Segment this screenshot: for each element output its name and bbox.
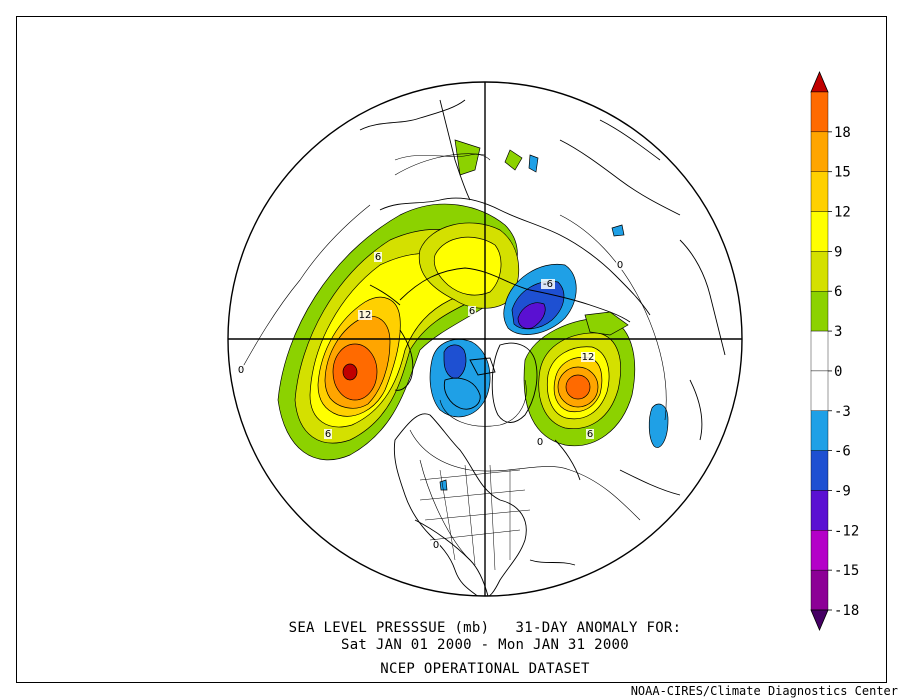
legend-label: -12 [834,523,859,539]
legend-swatch [810,291,829,332]
contour-label-atlantic-zero: 0 [537,437,543,448]
contour-label-bg [586,429,594,439]
title-line-1: SEA LEVEL PRESSSUE (mb) 31-DAY ANOMALY F… [288,620,682,636]
contour-labels: 12 6 6 0 -6 6 12 6 0 0 0 [237,252,624,551]
legend-label: -15 [834,563,859,579]
legend-swatch [810,330,829,372]
contour-label-bg [581,352,595,362]
legend-arrow-top [810,70,829,93]
contour-label-bg [324,429,332,439]
legend-swatch [810,569,829,611]
color-legend: 18 15 12 9 6 3 0 -3 -6 -9 -12 -15 -18 [810,70,859,632]
legend-label: 18 [834,125,851,141]
contour-label-pacific-6-south: 6 [325,429,331,440]
legend-swatch [810,131,829,172]
contour-label-atlantic-high: 12 [582,352,595,363]
legend-label: -18 [834,603,859,619]
contour-label-pacific-zero: 0 [238,365,244,376]
legend-label: -6 [834,444,851,460]
title-line-3: NCEP OPERATIONAL DATASET [380,661,590,677]
contour-label-europe-zero: 0 [617,260,623,271]
legend-label: 0 [834,364,842,380]
legend-swatch [810,530,829,571]
contour-label-bg [237,365,245,375]
legend-swatch [810,490,829,531]
legend-label: -3 [834,404,851,420]
legend-swatch [810,251,829,292]
legend-label: 3 [834,324,842,340]
legend-label: 15 [834,165,851,181]
contour-label-atlantic-6: 6 [587,429,593,440]
legend-swatch [810,370,829,411]
legend-swatch [810,91,829,133]
legend-label: -9 [834,483,851,499]
siberian-low-anomaly [503,154,669,448]
atlantic-high-anomaly [523,311,635,447]
contour-label-bg [432,540,440,550]
legend-swatch [810,410,829,451]
legend-label: 6 [834,284,842,300]
legend-swatch [810,450,829,491]
anomaly-field [239,99,726,596]
contour-label-bg [541,279,555,289]
legend-label: 12 [834,205,851,221]
contour-label-bg [616,260,624,270]
contour-label-bg [468,306,476,316]
credit-text: NOAA-CIRES/Climate Diagnostics Center [630,684,898,698]
contour-label-pacific-high: 12 [359,310,372,321]
legend-label: 9 [834,244,842,260]
contour-label-america-zero: 0 [433,540,439,551]
legend-arrow-bottom [810,609,829,632]
state-borders [419,464,531,571]
contour-label-arctic-6: 6 [469,306,475,317]
contour-label-bg [358,310,372,320]
contour-lines [239,153,667,561]
map-frame [16,16,887,683]
contour-label-siberia-low: -6 [543,279,553,290]
title-line-2: Sat JAN 01 2000 - Mon JAN 31 2000 [340,637,630,653]
contour-label-bg [536,437,544,447]
contour-label-bg [374,252,382,262]
legend-swatch [810,211,829,252]
legend-swatch [810,171,829,212]
contour-label-pacific-6-north: 6 [375,252,381,263]
